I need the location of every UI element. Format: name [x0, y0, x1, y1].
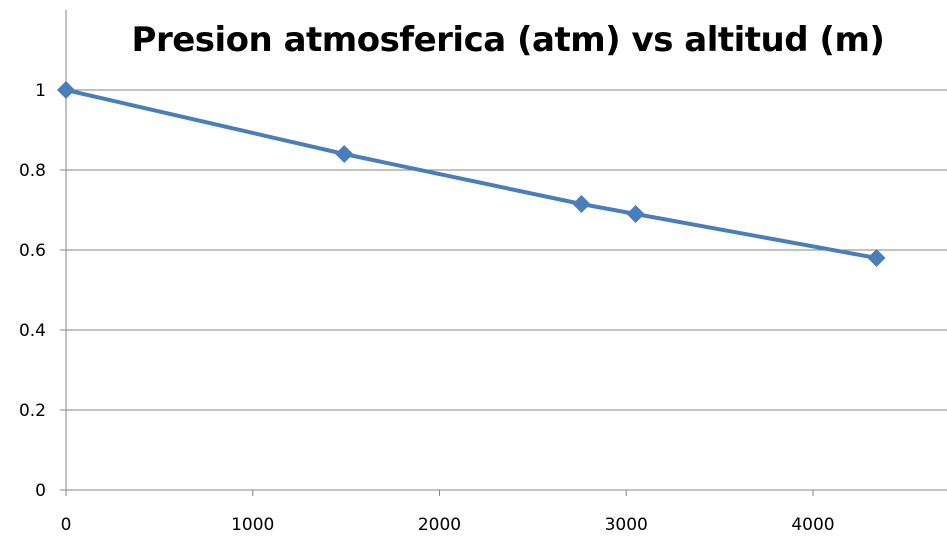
series-line [64, 88, 879, 260]
gridlines [66, 89, 947, 411]
y-tick-label: 0 [35, 481, 46, 501]
data-point-marker [57, 81, 75, 99]
data-series [57, 81, 886, 267]
y-tick-label: 0.6 [19, 241, 46, 261]
data-point-marker [572, 195, 591, 213]
chart-title: Presion atmosferica (atm) vs altitud (m) [132, 20, 885, 60]
x-tick-label: 4000 [791, 515, 834, 535]
y-tick-label: 1 [35, 81, 46, 101]
axes [60, 10, 947, 496]
y-tick-label: 0.2 [19, 401, 46, 421]
x-tick-label: 3000 [605, 515, 648, 535]
y-tick-label: 0.4 [19, 321, 46, 341]
x-tick-labels: 0 1000 2000 3000 4000 [61, 515, 835, 535]
data-point-marker [335, 145, 354, 163]
data-point-marker [626, 205, 645, 223]
y-tick-label: 0.8 [19, 161, 46, 181]
x-tick-label: 2000 [418, 515, 461, 535]
y-tick-labels: 0 0.2 0.4 0.6 0.8 1 [19, 81, 46, 501]
x-tick-label: 0 [61, 515, 72, 535]
data-point-marker [867, 249, 886, 267]
x-tick-label: 1000 [231, 515, 274, 535]
